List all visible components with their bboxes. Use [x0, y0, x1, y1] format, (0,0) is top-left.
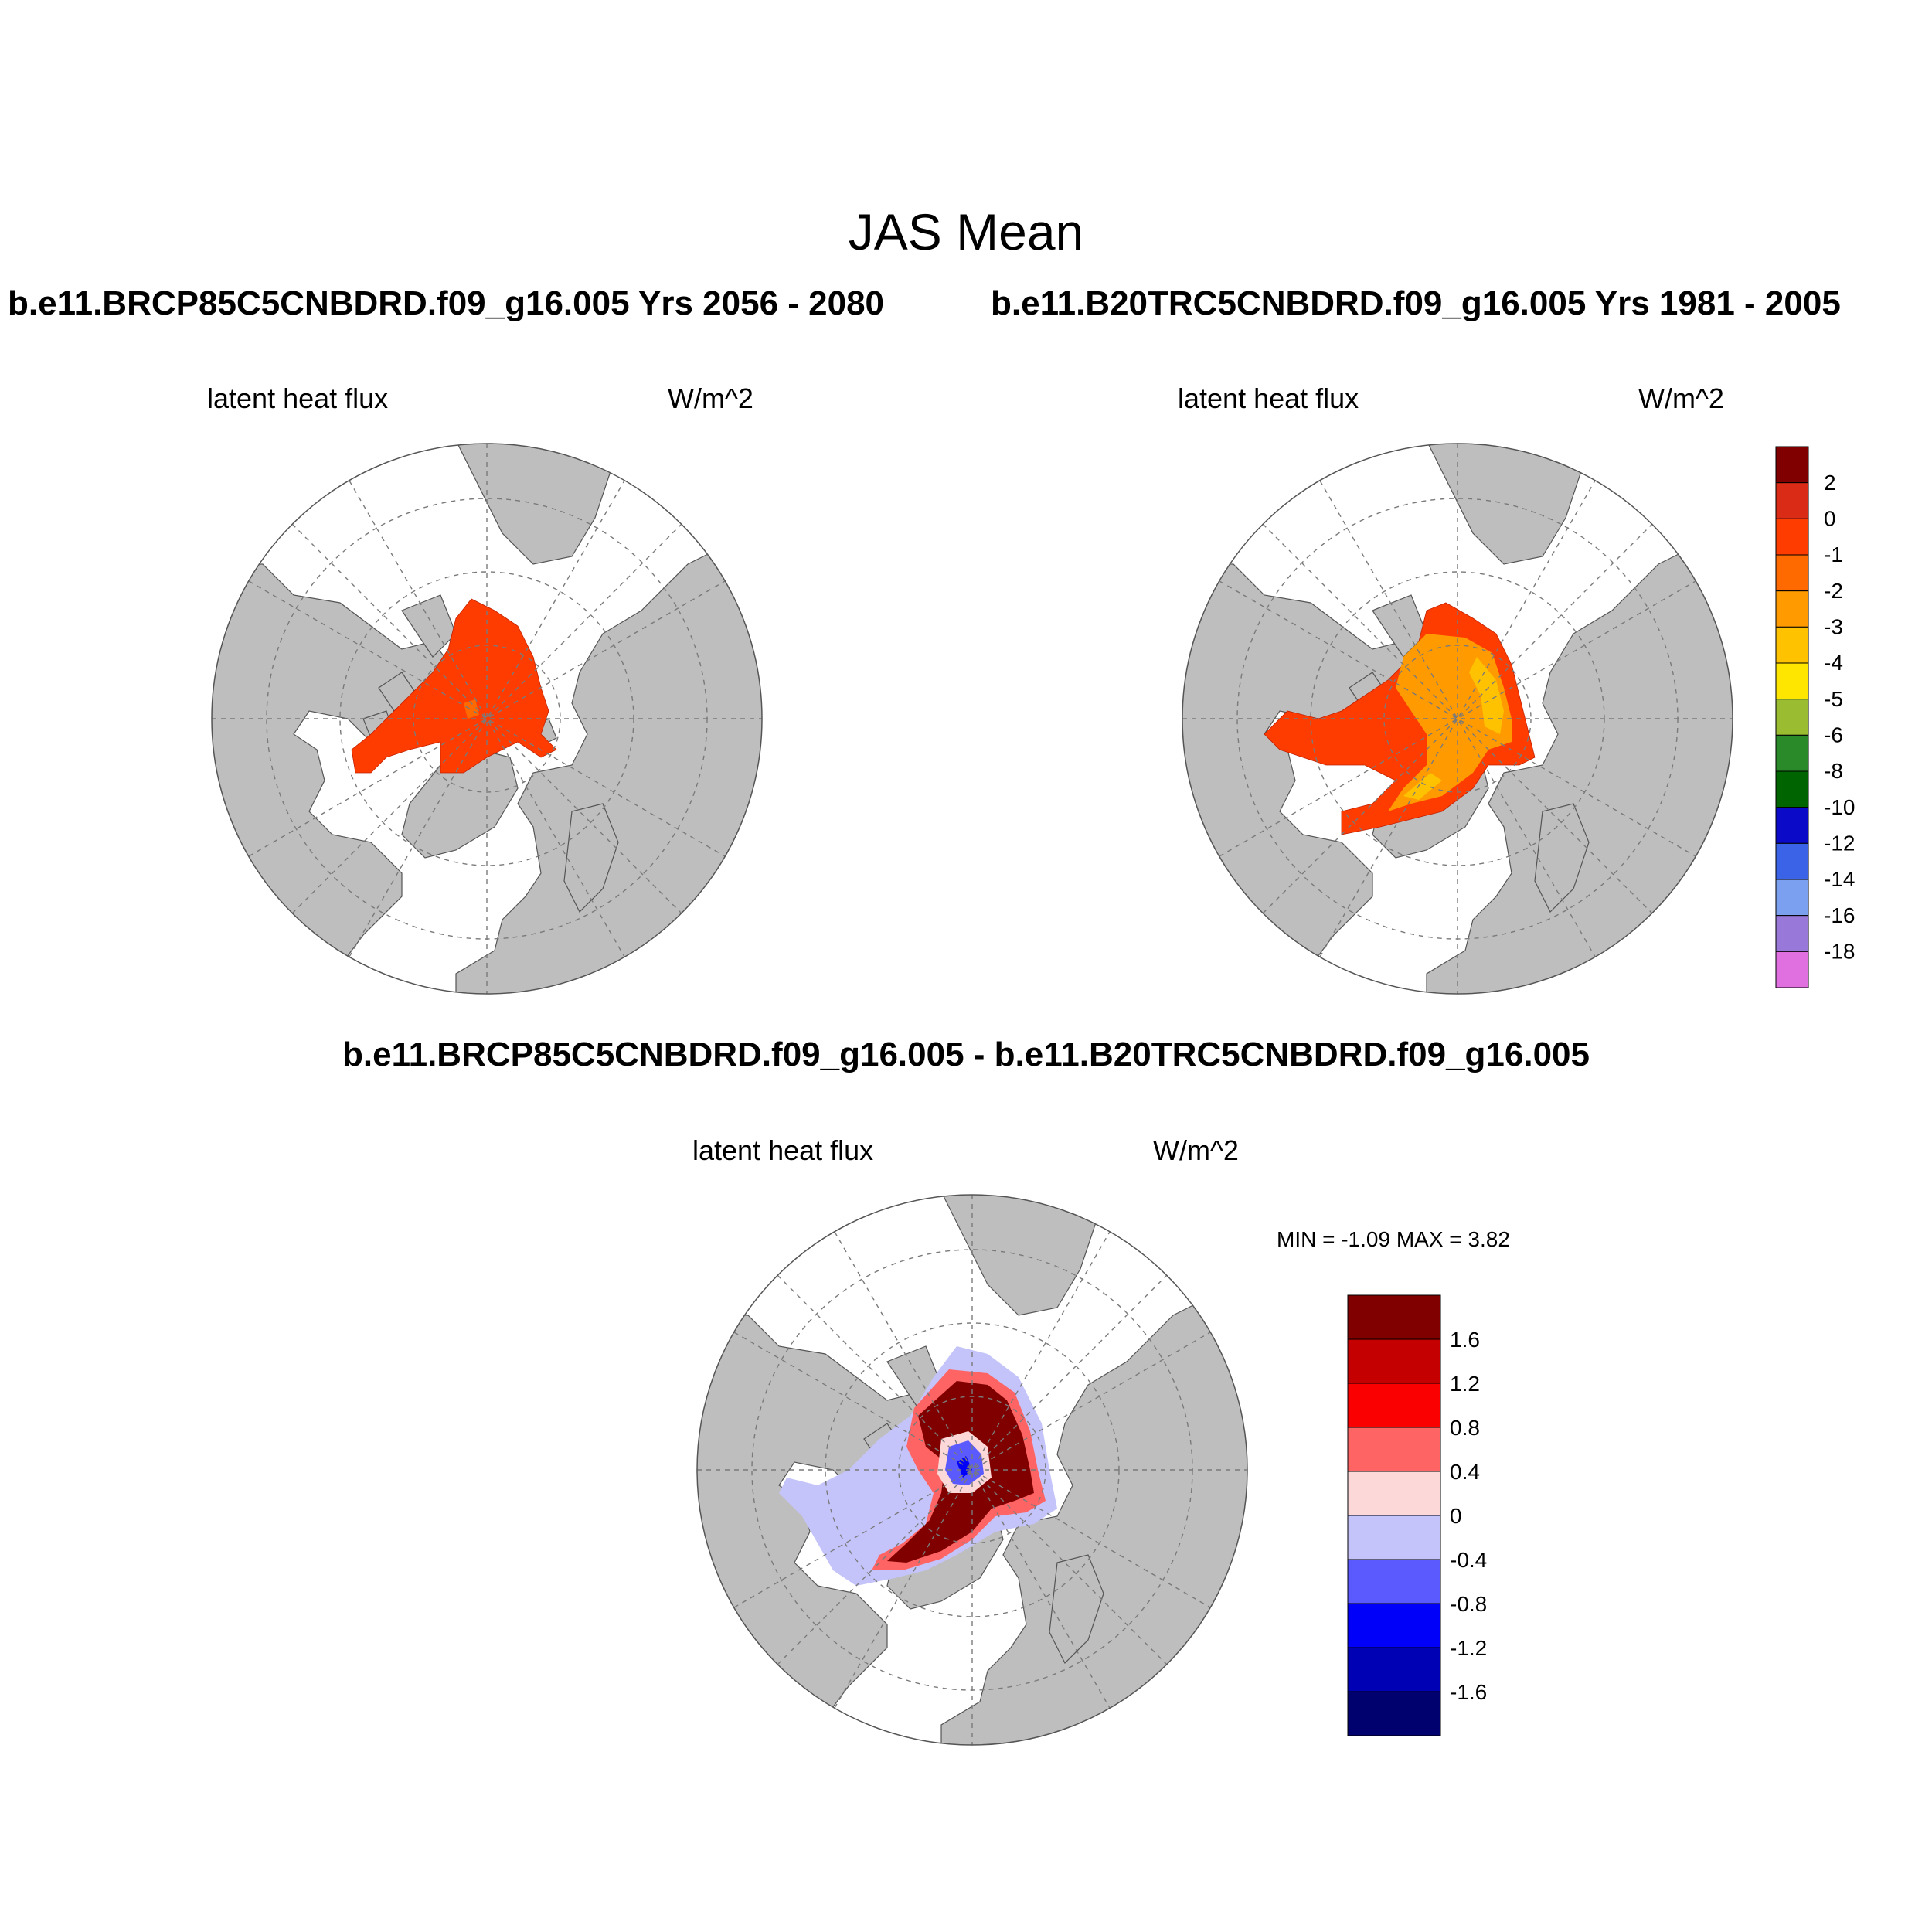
- data-field-patch: [464, 699, 479, 719]
- eurasia-land: [455, 525, 762, 994]
- figure-title: JAS Mean: [848, 203, 1084, 260]
- difference-panel-header: b.e11.BRCP85C5CNBDRD.f09_g16.005 - b.e11…: [342, 1036, 1590, 1073]
- panel-2-variable: latent heat flux: [1178, 383, 1359, 414]
- colorbar-swatch: [1775, 626, 1809, 664]
- colorbar-swatch: [1347, 1383, 1441, 1428]
- eurasia-land: [940, 1276, 1247, 1745]
- colorbar-tick-label: -8: [1824, 759, 1843, 783]
- colorbar-swatch: [1775, 446, 1809, 484]
- scandinavia-land: [1534, 803, 1590, 913]
- panel-2-units: W/m^2: [1638, 383, 1724, 414]
- colorbar-tick-label: 1.6: [1450, 1328, 1480, 1352]
- map-boundary: [696, 1194, 1248, 1746]
- colorbar-tick-label: -12: [1824, 831, 1855, 855]
- colorbar-tick-label: -0.4: [1450, 1548, 1487, 1572]
- panel-1-units: W/m^2: [668, 383, 753, 414]
- panel-1-header: b.e11.BRCP85C5CNBDRD.f09_g16.005 Yrs 205…: [8, 284, 885, 322]
- colorbar-swatch: [1347, 1647, 1441, 1692]
- map-boundary: [1182, 443, 1733, 995]
- colorbar-swatch: [1775, 951, 1809, 988]
- colorbar-tick-label: -1.2: [1450, 1636, 1487, 1660]
- colorbar-tick-label: 0.8: [1450, 1416, 1480, 1440]
- graticule: [1182, 444, 1733, 994]
- panel-1-variable: latent heat flux: [207, 383, 389, 414]
- colorbar-swatch: [1347, 1515, 1441, 1560]
- colorbar-swatch: [1347, 1471, 1441, 1516]
- colorbar-tick-label: -1.6: [1450, 1680, 1487, 1704]
- colorbar-swatch: [1347, 1427, 1441, 1472]
- colorbar-swatch: [1775, 879, 1809, 917]
- colorbar-swatch: [1775, 662, 1809, 700]
- data-field-region: [351, 598, 557, 774]
- colorbar-tick-label: -10: [1824, 795, 1855, 819]
- colorbar-swatch: [1347, 1691, 1441, 1736]
- colorbar-tick-label: -16: [1824, 903, 1855, 927]
- colorbar-tick-label: -6: [1824, 723, 1843, 747]
- scandinavia-land: [1049, 1554, 1104, 1665]
- colorbar-tick-label: -1: [1824, 543, 1843, 566]
- colorbar-difference: 1.6 1.2 0.8 0.4 0 -0.4 -0.8 -1.2 -1.6: [1347, 1294, 1487, 1736]
- colorbar-tick-label: 0: [1824, 506, 1836, 530]
- colorbar-swatch: [1775, 842, 1809, 880]
- colorbar-swatch: [1347, 1559, 1441, 1604]
- colorbar-swatch: [1775, 482, 1809, 519]
- colorbar-tick-label: 1.2: [1450, 1372, 1480, 1396]
- colorbar-swatch: [1775, 770, 1809, 808]
- colorbar-swatch: [1775, 807, 1809, 844]
- colorbar-tick-label: -4: [1824, 651, 1843, 675]
- polar-map-panel-2: [1182, 443, 1733, 995]
- colorbar-tick-label: 2: [1824, 471, 1836, 495]
- colorbar-swatch: [1775, 554, 1809, 592]
- colorbar-swatch: [1775, 734, 1809, 772]
- map-boundary: [211, 443, 763, 995]
- graticule: [212, 444, 762, 994]
- eurasia-land: [1426, 525, 1733, 994]
- polar-map-panel-1: [211, 443, 763, 995]
- colorbar-tick-label: 0: [1450, 1504, 1462, 1528]
- colorbar-tick-label: -3: [1824, 614, 1843, 638]
- colorbar-tick-label: 0.4: [1450, 1460, 1480, 1484]
- panel-2-header: b.e11.B20TRC5CNBDRD.f09_g16.005 Yrs 1981…: [991, 284, 1841, 322]
- scandinavia-land: [563, 803, 619, 913]
- colorbar-tick-label: -14: [1824, 867, 1855, 891]
- polar-map-difference: [696, 1194, 1248, 1746]
- colorbar-swatch: [1775, 518, 1809, 556]
- colorbar-swatch: [1347, 1294, 1441, 1340]
- colorbar-swatch: [1775, 590, 1809, 628]
- colorbar-swatch: [1347, 1603, 1441, 1648]
- panel-3-variable: latent heat flux: [692, 1134, 874, 1166]
- colorbar-tick-label: -18: [1824, 939, 1855, 963]
- panel-3-units: W/m^2: [1153, 1134, 1239, 1166]
- colorbar-tick-label: -0.8: [1450, 1592, 1487, 1616]
- colorbar-tick-label: -5: [1824, 687, 1843, 711]
- colorbar-tick-label: -2: [1824, 579, 1843, 603]
- min-max-stats: MIN = -1.09 MAX = 3.82: [1277, 1227, 1510, 1251]
- colorbar-swatch: [1347, 1338, 1441, 1384]
- colorbar-swatch: [1775, 699, 1809, 736]
- colorbar-main: 2 0 -1 -2 -3 -4 -5 -6 -8 -10 -12 -14 -16 -18: [1775, 446, 1855, 988]
- graticule: [697, 1195, 1247, 1745]
- colorbar-swatch: [1775, 915, 1809, 952]
